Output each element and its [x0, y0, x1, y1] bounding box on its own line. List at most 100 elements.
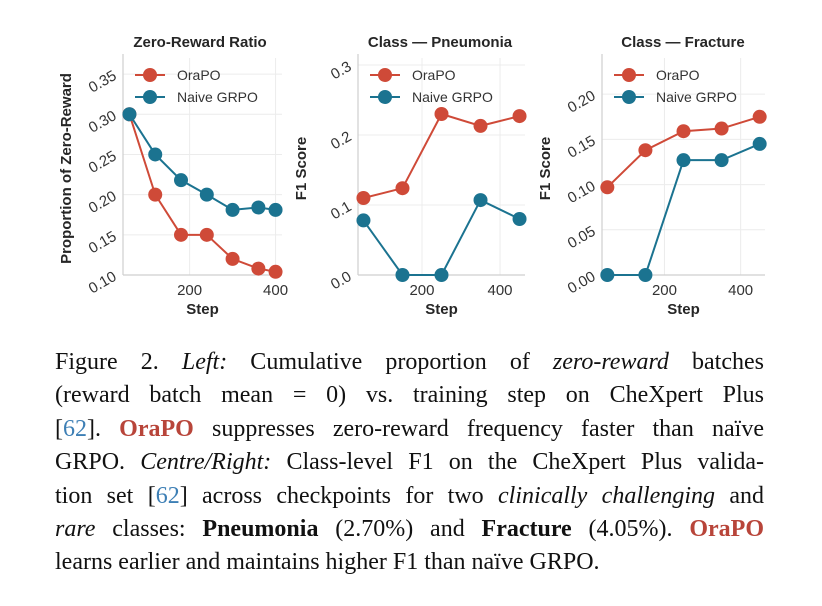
x-axis-label: Step: [667, 301, 700, 318]
emphasis-text: Centre/Right:: [140, 449, 272, 476]
data-point: [395, 268, 410, 282]
legend-marker: [143, 68, 157, 82]
series-naive-grpo: [600, 136, 767, 282]
y-tick-label: 0.35: [86, 67, 120, 96]
method-name: OraPO: [689, 516, 764, 543]
data-point: [512, 212, 527, 226]
caption-text: ].: [87, 415, 120, 442]
y-axis-label: Proportion of Zero-Reward: [58, 73, 75, 264]
caption-text: learns earlier and maintains higher F1 t…: [55, 549, 600, 576]
legend-label: Naive GRPO: [656, 89, 737, 105]
caption-text: and: [715, 482, 765, 509]
series-naive-grpo: [356, 193, 527, 282]
caption-text: (reward batch mean = 0) vs. training ste…: [55, 382, 764, 409]
caption-text: Figure 2.: [55, 349, 182, 375]
x-tick-label: 400: [728, 282, 753, 299]
x-axis-label: Step: [186, 301, 219, 318]
series-orapo: [600, 109, 767, 195]
data-point: [473, 118, 488, 133]
legend-label: Naive GRPO: [412, 89, 493, 105]
x-tick-label: 200: [177, 282, 202, 299]
legend-entry-orapo: OraPO: [614, 67, 700, 83]
citation-link[interactable]: 62: [155, 482, 180, 509]
legend-entry-naive-grpo: Naive GRPO: [135, 89, 258, 105]
legend-label: OraPO: [656, 67, 700, 83]
citation-link[interactable]: 62: [63, 415, 87, 442]
legend-marker: [378, 90, 392, 104]
y-tick-label: 0.0: [328, 268, 355, 293]
data-point: [714, 121, 729, 136]
caption-text: ] across checkpoints for two: [179, 482, 499, 509]
legend-entry-orapo: OraPO: [370, 67, 456, 83]
caption-text: GRPO.: [55, 449, 141, 476]
y-tick-label: 0.15: [86, 228, 120, 257]
caption-text: suppresses zero-reward frequency faster …: [193, 415, 764, 442]
x-tick-label: 200: [409, 282, 434, 299]
data-point: [148, 187, 163, 202]
caption-line: (reward batch mean = 0) vs. training ste…: [55, 379, 764, 412]
y-tick-label: 0.3: [328, 58, 355, 83]
data-point: [676, 124, 691, 139]
caption-text: [: [55, 415, 63, 442]
data-point: [714, 153, 729, 168]
data-point: [174, 173, 189, 188]
y-tick-label: 0.20: [86, 188, 120, 217]
data-point: [752, 109, 767, 124]
caption-line: rare classes: Pneumonia (2.70%) and Frac…: [55, 513, 764, 546]
y-tick-label: 0.05: [565, 223, 599, 252]
data-point: [225, 202, 240, 217]
class-name: Pneumonia: [202, 516, 319, 543]
emphasis-text: Left:: [181, 349, 228, 375]
chart-panel-1: Zero-Reward Ratio 0.10 0.15 0.20 0.25 0.30 0.3…: [58, 34, 288, 318]
data-point: [268, 264, 283, 279]
data-point: [225, 251, 240, 266]
legend-label: OraPO: [412, 67, 456, 83]
caption-text: (2.70%) and: [318, 516, 482, 543]
y-tick-label: 0.25: [86, 148, 120, 177]
y-axis-label: F1 Score: [537, 137, 554, 200]
data-point: [174, 227, 189, 242]
x-tick-label: 400: [263, 282, 288, 299]
chart-title: Zero-Reward Ratio: [133, 34, 266, 51]
legend-label: OraPO: [177, 67, 221, 83]
caption-line: GRPO. Centre/Right: Class-level F1 on th…: [55, 446, 764, 479]
emphasis-text: zero-reward: [552, 349, 669, 375]
chart-title: Class — Pneumonia: [368, 34, 513, 51]
chart-panel-3: Class — Fracture 0.00 0.05 0.10 0.15 0.20 200 4…: [537, 34, 767, 318]
x-axis-label: Step: [425, 301, 458, 318]
data-point: [251, 261, 266, 276]
caption-line: tion set [62] across checkpoints for two…: [55, 480, 764, 513]
series-line: [363, 112, 520, 199]
data-point: [676, 153, 691, 168]
data-point: [356, 213, 371, 228]
method-name: OraPO: [119, 415, 194, 442]
data-point: [434, 268, 449, 282]
caption-text: batches: [668, 349, 764, 375]
data-point: [199, 187, 214, 202]
data-point: [600, 268, 615, 282]
data-point: [251, 200, 266, 215]
chart-title: Class — Fracture: [621, 34, 744, 51]
chart-panel-2: Class — Pneumonia 0.0 0.1 0.2 0.3 200 400 Step F…: [293, 34, 527, 318]
data-point: [268, 202, 283, 217]
class-name: Fracture: [481, 516, 572, 543]
legend-marker: [143, 90, 157, 104]
y-tick-label: 0.20: [565, 87, 599, 116]
legend-entry-orapo: OraPO: [135, 67, 221, 83]
emphasis-text: rare: [55, 516, 96, 543]
y-tick-label: 0.30: [86, 107, 120, 136]
emphasis-text: clinically challenging: [498, 482, 715, 509]
x-tick-label: 200: [652, 282, 677, 299]
caption-text: (4.05%).: [571, 516, 690, 543]
data-point: [148, 147, 163, 162]
data-point: [356, 191, 371, 205]
caption-text: classes:: [95, 516, 203, 543]
caption-line: learns earlier and maintains higher F1 t…: [55, 546, 764, 579]
legend-marker: [622, 90, 636, 104]
data-point: [638, 143, 653, 158]
y-tick-label: 0.15: [565, 132, 599, 161]
caption-text: Cumulative proportion of: [227, 349, 553, 375]
legend-marker: [622, 68, 636, 82]
data-point: [752, 136, 767, 151]
data-point: [395, 181, 410, 196]
